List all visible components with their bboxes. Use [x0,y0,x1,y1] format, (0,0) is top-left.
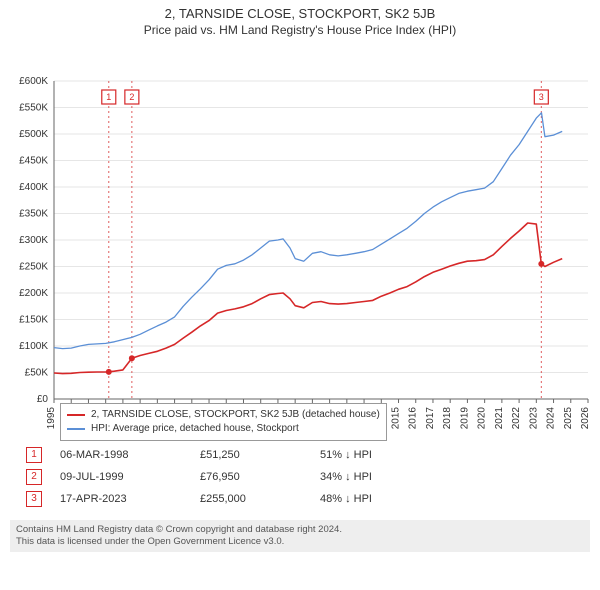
svg-text:£250K: £250K [19,262,48,273]
svg-text:2021: 2021 [494,407,505,430]
svg-text:£400K: £400K [19,182,48,193]
svg-text:2: 2 [129,92,134,102]
svg-text:£600K: £600K [19,76,48,87]
attribution-footer: Contains HM Land Registry data © Crown c… [10,520,590,552]
sale-event-row: 2 09-JUL-1999£76,95034% ↓ HPI [26,466,440,488]
sale-event-row: 3 17-APR-2023£255,00048% ↓ HPI [26,488,440,510]
sale-event-marker: 1 [26,447,42,463]
line-chart-svg: £0 £50K £100K £150K £200K £250K £300K £350K £400… [0,37,600,437]
legend-swatch [67,428,85,430]
chart-area: £0 £50K £100K £150K £200K £250K £300K £350K £400… [0,37,600,437]
sale-events-table: 1 06-MAR-1998£51,25051% ↓ HPI 2 09-JUL-1999… [26,444,440,510]
svg-text:2024: 2024 [546,407,557,430]
sale-event-row: 1 06-MAR-1998£51,25051% ↓ HPI [26,444,440,466]
svg-text:£200K: £200K [19,288,48,299]
svg-text:£300K: £300K [19,235,48,246]
sale-event-hpi: 51% ↓ HPI [320,449,440,461]
svg-text:2020: 2020 [477,407,488,430]
sale-event-date: 17-APR-2023 [60,493,200,505]
sale-event-date: 06-MAR-1998 [60,449,200,461]
svg-text:£0: £0 [37,394,49,405]
legend-item: HPI: Average price, detached house, Stoc… [67,422,380,436]
svg-text:1: 1 [106,92,111,102]
page-container: { "header": { "title": "2, TARNSIDE CLOS… [0,0,600,590]
sale-event-hpi: 34% ↓ HPI [320,471,440,483]
svg-text:2016: 2016 [408,407,419,430]
svg-text:£50K: £50K [25,368,49,379]
svg-text:£450K: £450K [19,156,48,167]
sale-event-marker: 2 [26,469,42,485]
svg-text:2015: 2015 [391,407,402,430]
svg-text:2018: 2018 [442,407,453,430]
chart-title: 2, TARNSIDE CLOSE, STOCKPORT, SK2 5JB [0,0,600,21]
sale-event-date: 09-JUL-1999 [60,471,200,483]
svg-text:2023: 2023 [528,407,539,430]
chart-subtitle: Price paid vs. HM Land Registry's House … [0,21,600,37]
svg-text:2019: 2019 [459,407,470,430]
legend-label: HPI: Average price, detached house, Stoc… [91,422,299,436]
legend-label: 2, TARNSIDE CLOSE, STOCKPORT, SK2 5JB (d… [91,408,380,422]
svg-text:2017: 2017 [425,407,436,430]
svg-text:£100K: £100K [19,341,48,352]
svg-text:£500K: £500K [19,129,48,140]
svg-text:2022: 2022 [511,407,522,430]
svg-text:£150K: £150K [19,315,48,326]
svg-text:2026: 2026 [580,407,591,430]
sale-event-hpi: 48% ↓ HPI [320,493,440,505]
sale-event-marker: 3 [26,491,42,507]
footer-line-1: Contains HM Land Registry data © Crown c… [16,524,584,536]
legend-box: 2, TARNSIDE CLOSE, STOCKPORT, SK2 5JB (d… [60,403,387,441]
legend-item: 2, TARNSIDE CLOSE, STOCKPORT, SK2 5JB (d… [67,408,380,422]
svg-text:£550K: £550K [19,103,48,114]
svg-text:1995: 1995 [46,407,57,430]
sale-event-price: £51,250 [200,449,320,461]
svg-text:3: 3 [539,92,544,102]
sale-event-price: £76,950 [200,471,320,483]
sale-event-price: £255,000 [200,493,320,505]
svg-text:£350K: £350K [19,209,48,220]
footer-line-2: This data is licensed under the Open Gov… [16,536,584,548]
legend-swatch [67,414,85,416]
svg-text:2025: 2025 [563,407,574,430]
